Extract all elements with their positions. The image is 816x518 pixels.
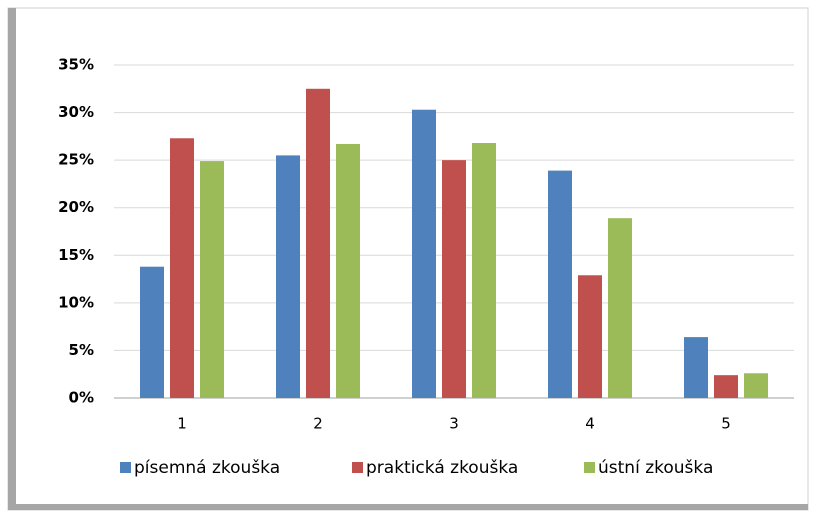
y-tick-label: 35% [58, 56, 94, 74]
frame-left-edge [8, 8, 16, 510]
bar [684, 337, 708, 398]
bar [744, 373, 768, 398]
y-tick-label: 30% [58, 103, 94, 121]
legend-swatch [584, 462, 595, 473]
x-tick-label: 4 [585, 415, 595, 433]
bar [714, 375, 738, 398]
bar [170, 138, 194, 398]
x-tick-label: 5 [721, 415, 731, 433]
bar [548, 170, 572, 398]
legend-swatch [120, 462, 131, 473]
bar [200, 161, 224, 398]
y-tick-label: 25% [58, 151, 94, 169]
y-tick-label: 20% [58, 198, 94, 216]
legend-label: ústní zkouška [598, 458, 713, 478]
bar [276, 155, 300, 398]
x-tick-label: 2 [313, 415, 323, 433]
x-tick-label: 3 [449, 415, 459, 433]
bar [472, 143, 496, 398]
bar [608, 218, 632, 398]
y-tick-label: 10% [58, 293, 94, 311]
y-tick-label: 5% [69, 341, 94, 359]
x-tick-label: 1 [177, 415, 187, 433]
bar [140, 266, 164, 398]
frame-bottom-edge [8, 504, 808, 510]
legend-label: praktická zkouška [366, 458, 518, 478]
y-tick-label: 15% [58, 246, 94, 264]
bar [306, 88, 330, 399]
bar [336, 143, 360, 398]
legend-label: písemná zkouška [134, 458, 280, 478]
bar [578, 275, 602, 398]
legend-swatch [352, 462, 363, 473]
chart-frame [7, 7, 809, 511]
bar [412, 109, 436, 399]
y-tick-label: 0% [69, 389, 94, 407]
bar [442, 160, 466, 398]
